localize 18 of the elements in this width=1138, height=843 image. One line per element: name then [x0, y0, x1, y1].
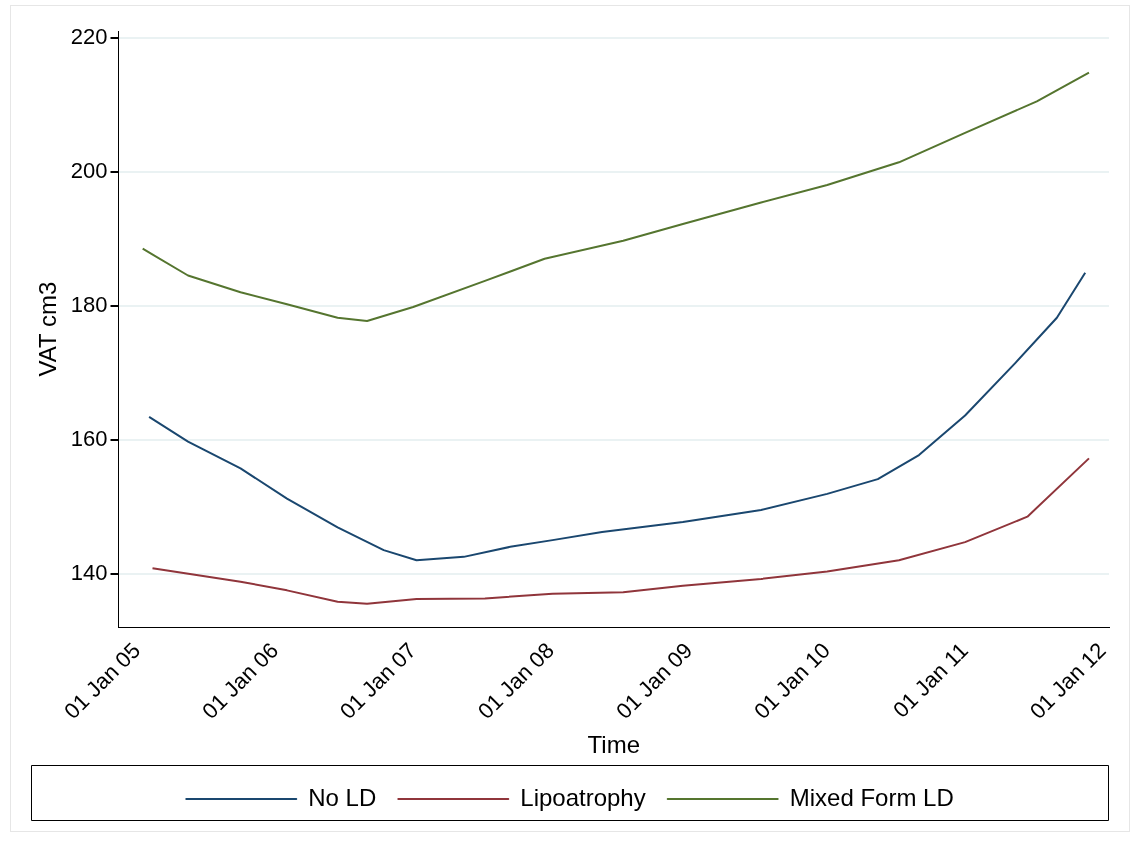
y-tick-label: 220: [70, 23, 108, 49]
y-tick-label: 140: [70, 559, 108, 585]
x-tick-label: 01 Jan 09: [611, 637, 698, 724]
x-tick-label: 01 Jan 07: [334, 637, 421, 724]
x-tick-label: 01 Jan 08: [472, 637, 559, 724]
x-axis-title: Time: [587, 731, 640, 759]
legend-label: No LD: [308, 783, 377, 811]
legend-label: Lipoatrophy: [520, 783, 646, 811]
y-tick-label: 180: [70, 291, 108, 317]
y-axis-title: VAT cm3: [34, 281, 62, 377]
y-tick-label: 160: [70, 425, 108, 451]
x-tick-label: 01 Jan 05: [59, 637, 146, 724]
x-tick-label: 01 Jan 12: [1024, 637, 1111, 724]
legend-label: Mixed Form LD: [789, 783, 954, 811]
x-tick-label: 01 Jan 10: [749, 637, 836, 724]
x-tick-label: 01 Jan 06: [197, 637, 284, 724]
x-tick-label: 01 Jan 11: [888, 637, 973, 723]
y-tick-label: 200: [70, 157, 108, 183]
